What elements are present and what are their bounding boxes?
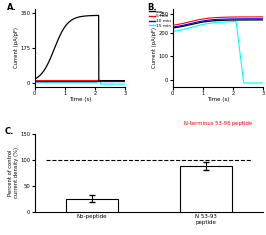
X-axis label: Time (s): Time (s) bbox=[207, 97, 229, 102]
Text: N-terminus 53-93 peptide: N-terminus 53-93 peptide bbox=[184, 121, 252, 126]
Y-axis label: Current (pA/pF): Current (pA/pF) bbox=[14, 27, 19, 68]
Text: B.: B. bbox=[147, 3, 157, 12]
Y-axis label: Current (pA/pF): Current (pA/pF) bbox=[152, 27, 157, 68]
Y-axis label: Percent of control
current density (%): Percent of control current density (%) bbox=[8, 147, 19, 199]
Legend: con, 5 min, 10 min, 15 min: con, 5 min, 10 min, 15 min bbox=[148, 8, 173, 30]
Bar bbox=[66, 199, 118, 212]
Bar bbox=[180, 166, 232, 212]
Text: C.: C. bbox=[5, 127, 14, 136]
X-axis label: Time (s): Time (s) bbox=[69, 97, 91, 102]
Text: A.: A. bbox=[7, 3, 17, 12]
